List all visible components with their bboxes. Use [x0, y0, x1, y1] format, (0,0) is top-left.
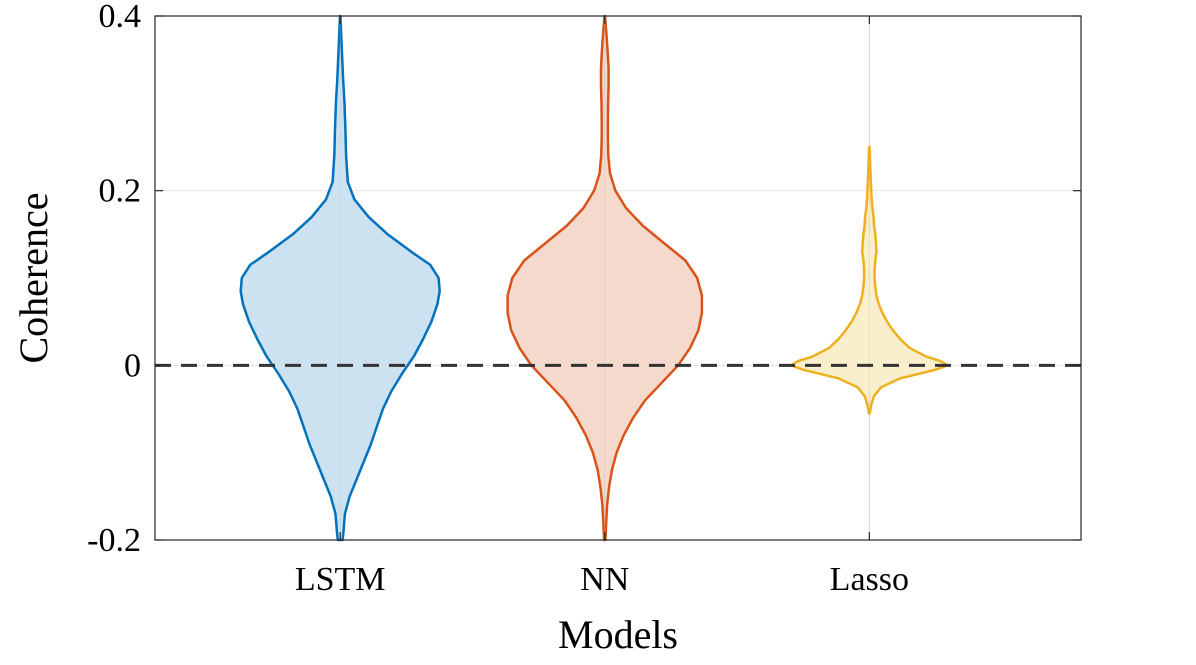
y-tick-label-2: 0.2 [99, 173, 142, 210]
axis-labels: Models Coherence [11, 192, 678, 657]
y-tick-label-0: -0.2 [87, 522, 141, 559]
x-tick-label-lstm: LSTM [295, 561, 386, 598]
plot-frame [154, 15, 1082, 541]
violin-lasso [789, 145, 949, 415]
y-tick-label-1: 0 [124, 347, 141, 384]
x-axis-title: Models [558, 612, 678, 657]
y-tick-label-3: 0.4 [99, 0, 142, 35]
y-axis-title: Coherence [11, 192, 56, 363]
axes: -0.2 0 0.2 0.4 LSTM NN Lasso [87, 0, 1082, 598]
x-tick-label-lasso: Lasso [830, 561, 909, 598]
x-tick-label-nn: NN [580, 561, 629, 598]
violins [239, 14, 949, 542]
